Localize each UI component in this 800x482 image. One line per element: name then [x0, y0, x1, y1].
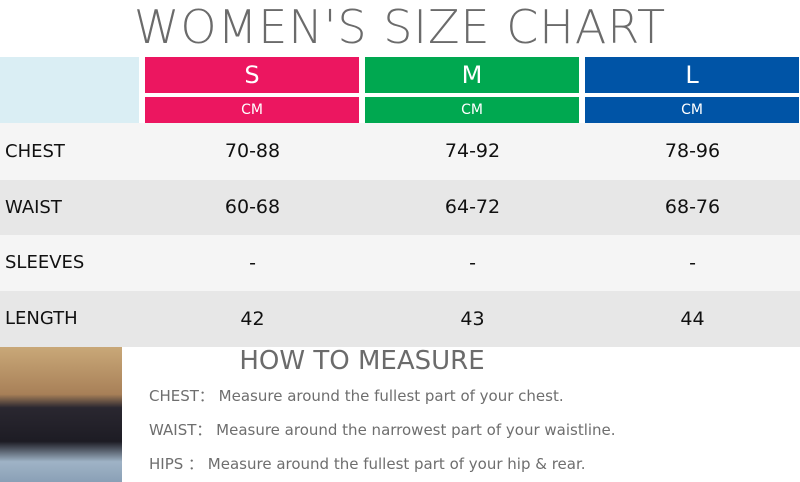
cell-value: 64-72 [444, 196, 501, 218]
unit-header: CM [585, 97, 799, 123]
cell-value: - [249, 252, 256, 274]
measure-chest: CHEST： Measure around the fullest part o… [149, 387, 564, 405]
cell-value: - [689, 252, 696, 274]
table-row [0, 291, 800, 347]
measure-waist: WAIST： Measure around the narrowest part… [149, 421, 616, 439]
cell-value: - [469, 252, 476, 274]
row-label: SLEEVES [5, 252, 85, 273]
cell-value: 78-96 [664, 140, 721, 162]
cell-value: 60-68 [224, 196, 281, 218]
cell-value: 68-76 [664, 196, 721, 218]
how-to-measure-title: HOW TO MEASURE [239, 346, 485, 376]
cell-value: 42 [240, 308, 265, 330]
table-row [0, 180, 800, 235]
page-title: WOMEN'S SIZE CHART [133, 0, 667, 54]
size-header-m: M [365, 57, 579, 93]
cell-value: 70-88 [224, 140, 281, 162]
unit-header: CM [365, 97, 579, 123]
header-corner [0, 57, 139, 123]
table-row [0, 235, 800, 291]
row-label: LENGTH [5, 308, 78, 329]
size-header-s: S [145, 57, 359, 93]
measure-hips: HIPS ： Measure around the fullest part o… [149, 455, 586, 473]
table-row [0, 123, 800, 180]
cell-value: 74-92 [444, 140, 501, 162]
row-label: CHEST [5, 141, 65, 162]
size-header-l: L [585, 57, 799, 93]
cell-value: 43 [460, 308, 485, 330]
cell-value: 44 [680, 308, 705, 330]
row-label: WAIST [5, 197, 62, 218]
unit-header: CM [145, 97, 359, 123]
model-photo [0, 347, 122, 482]
